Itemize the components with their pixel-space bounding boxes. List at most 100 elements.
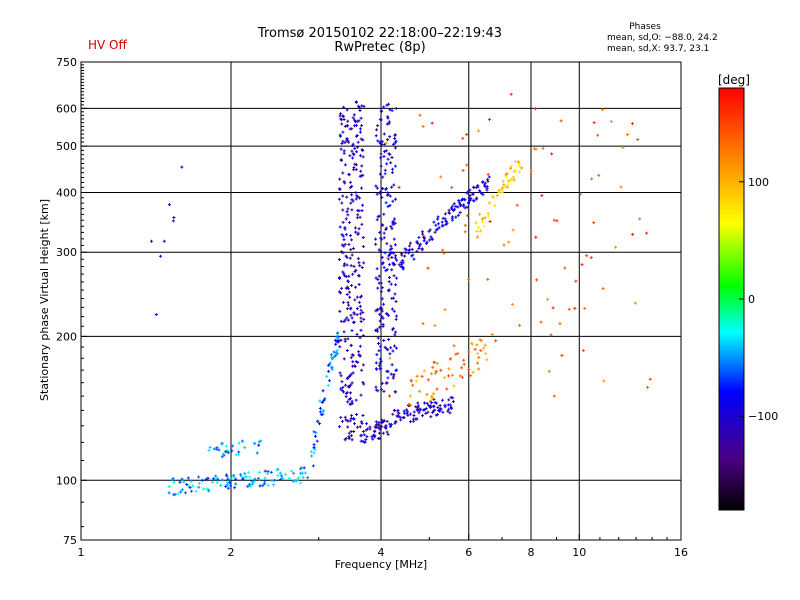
- data-point: [377, 426, 381, 430]
- data-point: [340, 388, 344, 392]
- data-point: [339, 374, 343, 378]
- data-point: [322, 398, 326, 402]
- data-point: [378, 361, 382, 365]
- data-point: [381, 187, 385, 191]
- data-point: [646, 385, 650, 389]
- data-point: [263, 479, 267, 483]
- plot-title: Tromsø 20150102 22:18:00–22:19:43: [257, 26, 503, 41]
- data-point: [380, 255, 384, 259]
- data-point: [349, 434, 353, 438]
- data-point: [487, 175, 491, 179]
- data-point: [352, 113, 356, 117]
- data-point: [225, 483, 229, 487]
- data-point: [374, 184, 378, 188]
- data-point: [504, 173, 508, 177]
- data-point: [437, 408, 441, 412]
- data-point: [390, 155, 394, 159]
- data-point: [501, 179, 505, 183]
- x-tick-label: 1: [78, 546, 85, 559]
- data-point: [269, 470, 273, 474]
- data-point: [408, 248, 412, 252]
- data-point: [340, 419, 344, 423]
- data-point: [344, 275, 348, 279]
- data-point: [349, 372, 353, 376]
- data-point: [207, 489, 211, 493]
- data-point: [541, 146, 545, 150]
- data-point: [201, 487, 205, 491]
- data-point: [348, 186, 352, 190]
- data-point: [361, 236, 365, 240]
- data-point: [341, 234, 345, 238]
- data-point: [415, 240, 419, 244]
- data-point: [462, 362, 466, 366]
- data-point: [436, 215, 440, 219]
- data-point: [478, 338, 482, 342]
- data-point: [378, 319, 382, 323]
- data-point: [346, 213, 350, 217]
- data-point: [486, 214, 490, 218]
- data-point: [394, 330, 398, 334]
- data-point: [390, 247, 394, 251]
- data-point: [398, 415, 402, 419]
- data-point: [363, 440, 367, 444]
- data-point: [189, 479, 193, 483]
- data-point: [359, 320, 363, 324]
- data-point: [311, 464, 315, 468]
- data-point: [379, 249, 383, 253]
- data-point: [241, 477, 245, 481]
- data-point: [384, 149, 388, 153]
- data-point: [339, 117, 343, 121]
- data-point: [405, 408, 409, 412]
- data-point: [481, 193, 485, 197]
- data-point: [281, 476, 285, 480]
- y-axis-label: Stationary phase Virtual Height [km]: [38, 199, 51, 401]
- data-point: [291, 479, 295, 483]
- data-point: [376, 139, 380, 143]
- data-point: [552, 394, 556, 398]
- data-point: [474, 221, 478, 225]
- data-point: [358, 344, 362, 348]
- data-point: [344, 437, 348, 441]
- data-point: [360, 266, 364, 270]
- data-point: [338, 371, 342, 375]
- data-point: [359, 434, 363, 438]
- data-point: [351, 360, 355, 364]
- data-point: [479, 229, 483, 233]
- data-point: [422, 235, 426, 239]
- data-point: [476, 351, 480, 355]
- data-point: [463, 230, 467, 234]
- data-point: [418, 389, 422, 393]
- data-point: [467, 196, 471, 200]
- data-point: [394, 254, 398, 258]
- data-point: [359, 186, 363, 190]
- data-point: [454, 204, 458, 208]
- data-point: [520, 166, 524, 170]
- data-point: [483, 181, 487, 185]
- data-point: [432, 360, 436, 364]
- data-point: [248, 475, 252, 479]
- data-point: [444, 222, 448, 226]
- data-point: [453, 207, 457, 211]
- data-point: [351, 364, 355, 368]
- data-point: [426, 378, 430, 382]
- data-point: [359, 393, 363, 397]
- data-point: [353, 422, 357, 426]
- data-point: [340, 380, 344, 384]
- data-point: [386, 138, 390, 142]
- data-point: [421, 124, 425, 128]
- data-point: [392, 373, 396, 377]
- data-point: [379, 190, 383, 194]
- data-point: [365, 422, 369, 426]
- data-point: [447, 367, 451, 371]
- data-point: [342, 151, 346, 155]
- data-point: [340, 243, 344, 247]
- data-point: [390, 109, 394, 113]
- data-point: [377, 341, 381, 345]
- data-point: [540, 194, 544, 198]
- data-point: [382, 236, 386, 240]
- data-point: [240, 475, 244, 479]
- data-point: [347, 431, 351, 435]
- data-point: [389, 282, 393, 286]
- data-point: [237, 450, 241, 454]
- data-point: [486, 178, 490, 182]
